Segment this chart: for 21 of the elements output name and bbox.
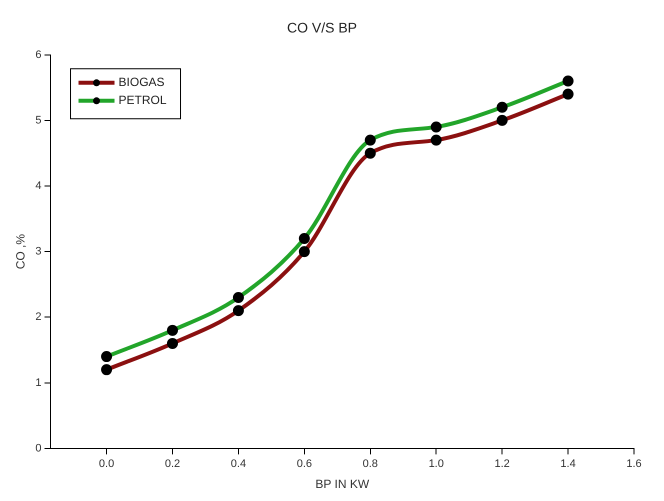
legend-label: BIOGAS [118, 75, 165, 90]
y-tick-label: 2 [35, 311, 42, 324]
x-tick-label: 0.0 [98, 458, 114, 470]
x-axis-title: BP IN KW [315, 477, 370, 492]
y-tick-label: 1 [35, 376, 42, 389]
x-tick-label: 1.2 [494, 458, 510, 470]
chart-title: CO V/S BP [286, 19, 358, 36]
legend-label: PETROL [118, 93, 167, 108]
x-tick-label: 1.0 [428, 458, 444, 470]
x-tick-label: 0.6 [296, 458, 312, 470]
y-tick-label: 3 [35, 246, 42, 258]
x-tick-label: 0.4 [230, 458, 246, 470]
x-tick-label: 1.6 [626, 458, 642, 470]
y-tick-label: 4 [35, 180, 42, 192]
y-tick-label: 5 [35, 114, 42, 126]
x-tick-label: 1.4 [560, 458, 576, 470]
x-tick-label: 0.2 [164, 458, 180, 470]
x-tick-label: 0.8 [362, 458, 378, 470]
y-tick-label: 6 [35, 48, 42, 61]
y-tick-label: 0 [35, 442, 42, 454]
y-axis-title: CO ,% [14, 234, 28, 270]
